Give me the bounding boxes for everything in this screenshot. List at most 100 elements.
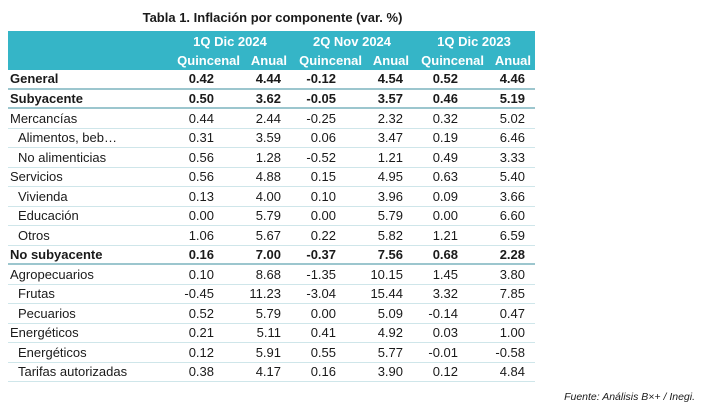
quincenal-cell: 0.52: [188, 305, 214, 321]
anual-cell: 6.46: [499, 130, 525, 146]
anual-cell: 4.46: [499, 71, 525, 87]
anual-cell: 0.47: [499, 305, 525, 321]
row-label: Vivienda: [18, 188, 68, 204]
anual-cell: 5.67: [255, 227, 281, 243]
anual-cell: 2.28: [499, 246, 525, 262]
quincenal-cell: -1.35: [306, 266, 336, 282]
anual-cell: 1.28: [255, 149, 281, 165]
anual-cell: 5.91: [255, 344, 281, 360]
quincenal-cell: -0.45: [184, 286, 214, 302]
anual-cell: 1.21: [377, 149, 403, 165]
table-row: Otros 1.06 5.67 0.22 5.82 1.21 6.59: [8, 226, 535, 246]
sub-header-anual: Anual: [494, 53, 531, 68]
quincenal-cell: 0.00: [310, 305, 336, 321]
source-note: Fuente: Análisis B×+ / Inegi.: [564, 391, 695, 403]
table-row: Servicios 0.56 4.88 0.15 4.95 0.63 5.40: [8, 168, 535, 187]
table-row: Frutas -0.45 11.23 -3.04 15.44 3.32 7.85: [8, 285, 535, 304]
anual-cell: 10.15: [370, 266, 403, 282]
row-label: Servicios: [10, 169, 63, 185]
anual-cell: 7.85: [499, 286, 525, 302]
anual-cell: 4.88: [255, 169, 281, 185]
row-label: Otros: [18, 227, 50, 243]
table-row: Agropecuarios 0.10 8.68 -1.35 10.15 1.45 3.80: [8, 265, 535, 285]
quincenal-cell: 0.16: [310, 364, 336, 380]
table-row: General 0.42 4.44 -0.12 4.54 0.52 4.46: [8, 70, 535, 90]
sub-header-quincenal: Quincenal: [421, 53, 484, 68]
quincenal-cell: 0.12: [432, 364, 458, 380]
quincenal-cell: 0.38: [188, 364, 214, 380]
quincenal-cell: -0.14: [428, 305, 458, 321]
anual-cell: 1.00: [499, 325, 525, 341]
anual-cell: 3.57: [377, 90, 403, 106]
table-row: Vivienda 0.13 4.00 0.10 3.96 0.09 3.66: [8, 187, 535, 207]
table-row: Mercancías 0.44 2.44 -0.25 2.32 0.32 5.02: [8, 109, 535, 129]
quincenal-cell: 0.44: [188, 110, 214, 126]
anual-cell: 4.17: [255, 364, 281, 380]
anual-cell: 3.59: [255, 130, 281, 146]
table-row: Energéticos 0.12 5.91 0.55 5.77 -0.01 -0.58: [8, 343, 535, 363]
anual-cell: 4.92: [377, 325, 403, 341]
quincenal-cell: -0.12: [306, 71, 336, 87]
row-label: Tarifas autorizadas: [18, 364, 128, 380]
quincenal-cell: 1.45: [432, 266, 458, 282]
row-label: Energéticos: [10, 325, 79, 341]
anual-cell: 3.33: [499, 149, 525, 165]
quincenal-cell: 0.00: [188, 208, 214, 224]
row-label: No subyacente: [10, 246, 103, 262]
anual-cell: 4.54: [377, 71, 403, 87]
anual-cell: 6.59: [499, 227, 525, 243]
anual-cell: -0.58: [495, 344, 525, 360]
row-label: Pecuarios: [18, 305, 76, 321]
quincenal-cell: 0.49: [432, 149, 458, 165]
quincenal-cell: 1.06: [188, 227, 214, 243]
row-label: Energéticos: [18, 344, 87, 360]
table-row: No subyacente 0.16 7.00 -0.37 7.56 0.68 2.28: [8, 246, 535, 265]
anual-cell: 3.90: [377, 364, 403, 380]
row-label: Agropecuarios: [10, 266, 94, 282]
anual-cell: 4.95: [377, 169, 403, 185]
anual-cell: 5.40: [499, 169, 525, 185]
table-title: Tabla 1. Inflación por componente (var. …: [142, 10, 403, 25]
anual-cell: 4.44: [255, 71, 281, 87]
row-label: No alimenticias: [18, 149, 107, 165]
row-label: Frutas: [18, 286, 55, 302]
quincenal-cell: -0.37: [306, 246, 336, 262]
quincenal-cell: -0.52: [306, 149, 336, 165]
quincenal-cell: -0.05: [306, 90, 336, 106]
quincenal-cell: 0.21: [188, 325, 214, 341]
quincenal-cell: 0.22: [310, 227, 336, 243]
table-row: Tarifas autorizadas 0.38 4.17 0.16 3.90 0.12 4…: [8, 363, 535, 382]
group-header-1q-dic-2024: 1Q Dic 2024: [193, 33, 267, 49]
sub-header-anual: Anual: [372, 53, 409, 68]
anual-cell: 4.00: [255, 188, 281, 204]
row-label: General: [10, 71, 59, 87]
quincenal-cell: 0.46: [432, 90, 458, 106]
group-header-2q-nov-2024: 2Q Nov 2024: [312, 33, 392, 49]
quincenal-cell: 0.12: [188, 344, 214, 360]
quincenal-cell: -3.04: [306, 286, 336, 302]
anual-cell: 3.80: [499, 266, 525, 282]
table-row: No alimenticias 0.56 1.28 -0.52 1.21 0.49 3.33: [8, 148, 535, 168]
quincenal-cell: 0.52: [432, 71, 458, 87]
row-label: Educación: [18, 208, 79, 224]
quincenal-cell: 0.06: [310, 130, 336, 146]
anual-cell: 5.79: [377, 208, 403, 224]
quincenal-cell: 0.32: [432, 110, 458, 126]
quincenal-cell: 0.13: [188, 188, 214, 204]
quincenal-cell: 3.32: [432, 286, 458, 302]
group-header-1q-dic-2023: 1Q Dic 2023: [437, 33, 511, 49]
quincenal-cell: -0.01: [428, 344, 458, 360]
row-label: Subyacente: [10, 90, 83, 106]
anual-cell: 5.11: [256, 325, 281, 341]
anual-cell: 6.60: [499, 208, 525, 224]
table-row: Subyacente 0.50 3.62 -0.05 3.57 0.46 5.19: [8, 90, 535, 109]
quincenal-cell: 0.00: [432, 208, 458, 224]
anual-cell: 4.84: [499, 364, 525, 380]
table-row: Energéticos 0.21 5.11 0.41 4.92 0.03 1.00: [8, 324, 535, 343]
inflation-table: 1Q Dic 2024 2Q Nov 2024 1Q Dic 2023 Quin…: [8, 31, 535, 382]
anual-cell: 11.23: [249, 286, 281, 302]
anual-cell: 5.77: [377, 344, 403, 360]
quincenal-cell: 0.63: [432, 169, 458, 185]
anual-cell: 3.66: [499, 188, 525, 204]
table-row: Educación 0.00 5.79 0.00 5.79 0.00 6.60: [8, 207, 535, 226]
